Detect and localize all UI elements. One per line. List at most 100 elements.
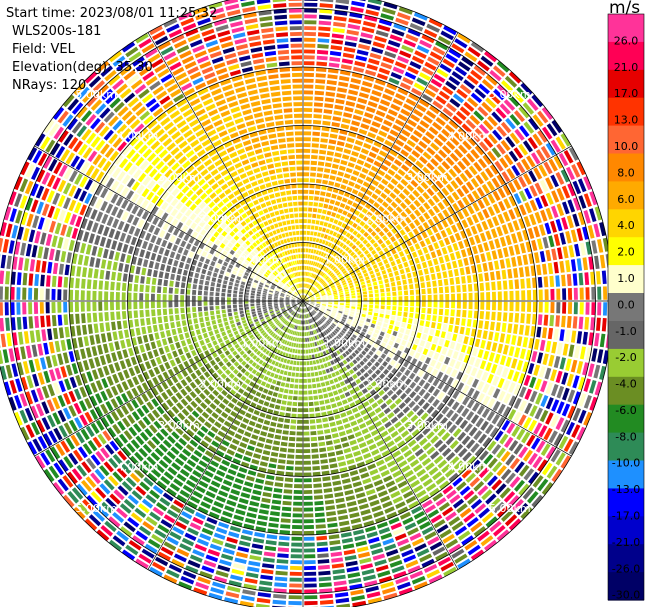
gate-cell — [321, 411, 327, 417]
gate-cell — [307, 291, 311, 295]
gate-cell — [162, 492, 174, 502]
gate-cell — [503, 99, 516, 111]
gate-cell — [460, 249, 467, 258]
ray — [305, 301, 613, 316]
gate-cell — [365, 354, 371, 360]
gate-cell — [570, 359, 578, 373]
gate-cell — [461, 468, 472, 479]
gate-cell — [4, 302, 9, 316]
gate-cell — [461, 318, 466, 326]
gate-cell — [356, 417, 364, 424]
gate-cell — [42, 433, 53, 447]
gate-cell — [24, 407, 34, 422]
gate-cell — [295, 319, 298, 324]
gate-cell — [248, 359, 254, 365]
gate-cell — [268, 463, 277, 469]
gate-cell — [185, 479, 196, 488]
gate-cell — [414, 543, 427, 552]
gate-cell — [303, 495, 313, 500]
gate-cell — [122, 349, 129, 359]
gate-cell — [511, 233, 518, 244]
gate-cell — [69, 289, 74, 300]
gate-cell — [417, 195, 426, 204]
gate-cell — [4, 286, 9, 300]
ray — [305, 253, 612, 301]
gate-cell — [114, 362, 121, 372]
gate-cell — [252, 328, 257, 333]
gate-cell — [243, 322, 248, 327]
gate-cell — [14, 395, 23, 409]
gate-cell — [256, 323, 261, 328]
gate-cell — [320, 599, 334, 605]
gate-cell — [121, 463, 132, 474]
gate-cell — [105, 401, 114, 412]
gate-cell — [348, 18, 362, 25]
gate-cell — [355, 286, 361, 290]
gate-cell — [352, 202, 359, 208]
gate-cell — [333, 438, 341, 444]
gate-cell — [442, 485, 454, 495]
gate-cell — [284, 313, 289, 317]
gate-cell — [276, 423, 283, 428]
gate-cell — [133, 292, 138, 301]
gate-cell — [491, 281, 496, 291]
gate-cell — [147, 472, 158, 483]
gate-cell — [338, 310, 343, 314]
gate-cell — [316, 298, 321, 300]
gate-cell — [303, 466, 312, 471]
gate-cell — [52, 412, 61, 425]
gate-cell — [372, 316, 378, 321]
gate-cell — [131, 399, 139, 409]
gate-cell — [287, 322, 291, 327]
gate-cell — [262, 354, 267, 360]
gate-cell — [336, 93, 346, 99]
gate-cell — [142, 334, 149, 343]
gate-cell — [259, 580, 273, 586]
gate-cell — [291, 324, 294, 329]
gate-cell — [507, 222, 515, 233]
gate-cell — [306, 284, 309, 288]
gate-cell — [426, 281, 431, 288]
gate-cell — [413, 511, 425, 520]
gate-cell — [419, 39, 433, 49]
gate-cell — [398, 460, 408, 468]
gate-cell — [84, 384, 93, 396]
ray — [304, 41, 485, 300]
gate-cell — [319, 149, 327, 155]
gate-cell — [396, 280, 402, 286]
gate-cell — [591, 302, 596, 316]
gate-cell — [299, 379, 303, 383]
gate-cell — [513, 384, 522, 396]
gate-cell — [522, 487, 535, 500]
gate-cell — [150, 301, 155, 309]
gate-cell — [240, 316, 246, 321]
gate-cell — [423, 327, 429, 334]
gate-cell — [383, 368, 390, 375]
gate-cell — [307, 313, 310, 318]
gate-cell — [333, 574, 346, 581]
gate-cell — [375, 135, 385, 143]
gate-cell — [453, 460, 464, 470]
gate-cell — [97, 344, 104, 355]
gate-cell — [329, 257, 334, 262]
gate-cell — [416, 468, 427, 478]
gate-cell — [333, 260, 339, 265]
gate-cell — [270, 322, 275, 327]
gate-cell — [284, 327, 288, 332]
gate-cell — [369, 126, 379, 134]
gate-cell — [178, 581, 193, 590]
gate-cell — [424, 88, 436, 98]
gate-cell — [226, 361, 232, 368]
gate-cell — [117, 450, 127, 461]
gate-cell — [248, 420, 256, 427]
gate-cell — [350, 78, 362, 85]
gate-cell — [297, 402, 303, 407]
gate-cell — [178, 453, 188, 462]
gate-cell — [321, 281, 326, 285]
gate-cell — [437, 459, 448, 469]
gate-cell — [486, 411, 496, 422]
gate-cell — [324, 285, 329, 289]
gate-cell — [272, 493, 282, 499]
gate-cell — [335, 328, 340, 333]
gate-cell — [227, 289, 232, 294]
